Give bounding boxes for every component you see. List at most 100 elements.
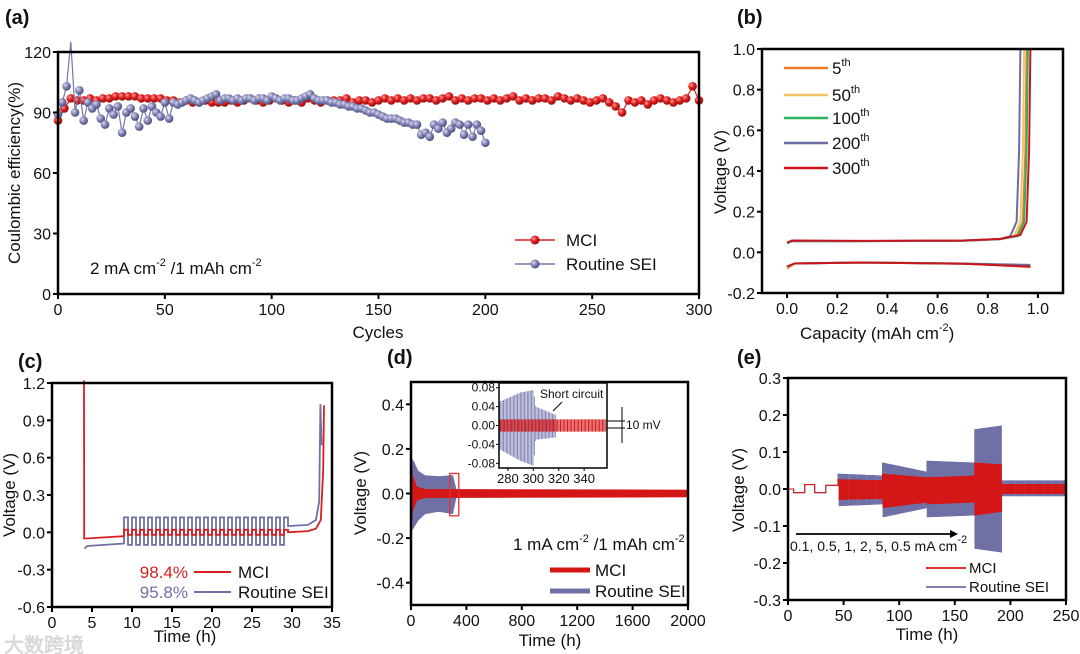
y-tick-label: 0.0 [759,482,781,499]
data-point [459,130,469,139]
x-tick-label: 0.8 [977,301,999,318]
series-mci [788,462,1066,516]
y-tick-label: 0.2 [759,408,781,425]
x-tick-label: 100 [886,608,913,625]
x-tick-label: 200 [472,302,499,319]
watermark: 大数跨境 [4,633,84,654]
data-point [83,98,93,107]
series-routine-sei [53,41,490,148]
zoom-region-box [449,472,460,517]
cycle-number: 100 [832,109,860,128]
charge-curve [786,48,1022,245]
data-point [617,108,627,117]
legend-label: Routine SEI [238,583,329,602]
y-tick-label: 0.6 [733,123,755,140]
text-span: 1 mA cm [513,535,579,554]
legend-label: MCI [238,563,269,582]
current-density-annotation: 0.1, 0.5, 1, 2, 5, 0.5 mA cm-2 [790,534,967,554]
x-tick-label: 10 [123,615,141,632]
legend-label: MCI [566,231,597,250]
text-span: 2 mA cm [90,259,156,278]
legend-item: 5th [784,57,851,78]
data-point [117,92,127,101]
superscript: -2 [675,533,685,545]
x-tick-label: 50 [156,302,174,319]
data-point [508,92,518,101]
inset-x-tick-label: 320 [548,471,570,486]
x-tick-label: 0 [54,302,63,319]
x-tick-label: 1600 [615,613,651,630]
x-tick-label: 250 [1053,608,1080,625]
x-tick-label: 200 [997,608,1024,625]
x-tick-label: 2000 [670,613,706,630]
superscript: th [841,57,850,69]
legend-label: 200th [832,132,870,153]
inset-y-tick-label: 0.00 [472,419,496,433]
x-tick-label: 30 [283,615,301,632]
data-point [109,110,118,119]
legend-label: MCI [969,560,997,577]
data-point [598,94,608,103]
data-point [149,94,159,103]
data-point [92,100,101,109]
legend-label: Routine SEI [595,582,686,601]
legend-item: 100th [784,107,870,128]
data-point [156,112,165,121]
y-tick-label: 0.2 [733,205,755,222]
panel-label: (d) [387,347,413,369]
x-tick-label: 150 [941,608,968,625]
legend-item: MCI [515,231,597,250]
y-tick-label: 0.3 [23,488,45,505]
data-point [611,102,620,111]
x-tick-label: 20 [203,615,221,632]
data-point [547,96,556,105]
y-tick-label: -0.1 [753,519,781,536]
data-point [134,122,144,131]
x-axis-title: Time (h) [896,625,959,644]
legend-item: Routine SEI [515,255,657,274]
data-point [126,104,135,113]
y-tick-label: 60 [33,166,51,183]
y-tick-label: -0.2 [727,286,755,303]
condition-annotation: 1 mA cm-2 /1 mAh cm-2 [513,533,685,554]
x-axis-title: Cycles [352,323,403,342]
charge-curve [786,48,1026,245]
legend-item: 200th [784,132,870,153]
superscript: th [860,157,869,169]
data-point [143,116,153,125]
legend-item: 50th [784,84,860,105]
plot-frame [50,381,334,609]
data-point [425,132,435,141]
data-point [444,92,454,101]
x-tick-label: 0 [48,615,57,632]
legend-label: 5th [832,57,851,78]
y-tick-label: 0.6 [23,451,45,468]
condition-annotation: 2 mA cm-2 /1 mAh cm-2 [90,257,262,278]
data-point [481,138,490,148]
data-point [100,120,110,129]
data-point [455,120,464,129]
panel-c-voltage-time: 0 5 10 15 20 25 30 35 -0.6 -0.3 0.0 0.3 0.6 0.9 1.2 Vol… [0,376,341,654]
panel-b-voltage-profiles: 0.0 0.2 0.4 0.6 0.8 1.0 -0.2 0.0 0.2 0.4 0.6 0.8 1.0… [711,42,1065,343]
data-point [412,120,422,129]
data-point [70,108,80,117]
series-routine-sei [83,404,323,550]
legend-label: 100th [832,107,870,128]
panel-a-coulombic-efficiency: 0 50 100 150 200 250 300 0 30 60 90 120 Coulombic ef… [5,41,712,342]
x-tick-label: 0.2 [826,301,848,318]
figure-panels: (a) (b)(c) (d) (e)0 50 100 150 200 250 3000306090… [0,7,1079,654]
data-point [446,124,456,133]
superscript: th [851,84,860,96]
x-tick-label: 1200 [559,613,595,630]
arrow-head-icon [950,530,958,538]
x-tick-label: 0.6 [926,301,948,318]
y-tick-label: 1.0 [733,42,755,59]
data-point [637,96,646,105]
superscript: -2 [156,257,166,269]
plot-frame [786,376,1068,602]
x-tick-label: 0 [407,613,416,630]
y-axis-title: Voltage (V) [729,448,748,532]
scale-bar-label: 10 mV [626,418,661,432]
text-span: 0.1, 0.5, 1, 2, 5, 0.5 mA cm [790,538,957,554]
legend-label: 300th [832,157,870,178]
